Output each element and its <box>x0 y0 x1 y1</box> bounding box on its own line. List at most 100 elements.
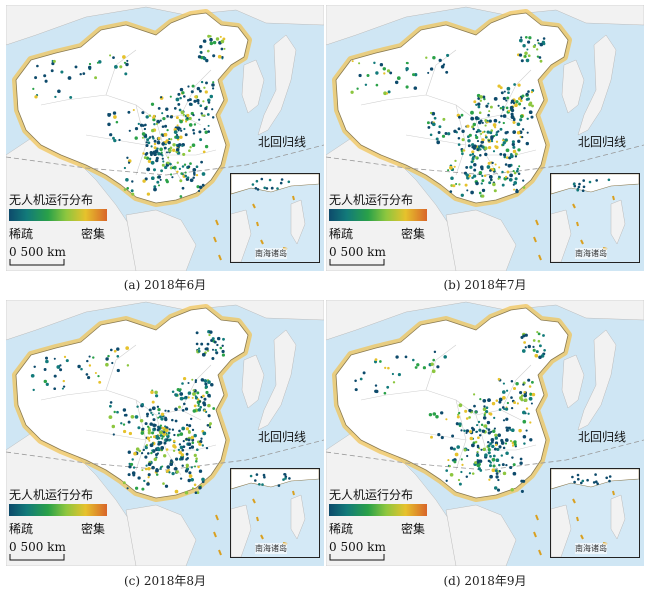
japan-islands <box>577 34 617 136</box>
inset-density-dot <box>596 482 599 485</box>
density-dot <box>202 394 205 398</box>
density-dot <box>465 417 469 420</box>
density-dot <box>509 173 513 178</box>
map-panel-a: 北回归线 无人机运行分布 稀疏 密集 0 500 km 南海诸岛 <box>6 5 324 271</box>
density-dot <box>200 378 205 382</box>
density-dot <box>510 406 514 410</box>
density-dot <box>141 487 145 491</box>
density-dot <box>537 339 541 343</box>
density-dot <box>473 168 477 172</box>
density-dot <box>150 451 153 455</box>
density-dot <box>443 355 447 359</box>
density-dot <box>472 127 475 131</box>
density-dot <box>485 406 489 409</box>
density-dot <box>142 448 145 452</box>
density-dot <box>433 350 437 354</box>
density-dot <box>153 185 157 189</box>
density-dot <box>514 155 518 158</box>
tropic-of-cancer-line <box>6 439 324 471</box>
density-dot <box>122 481 126 485</box>
density-dot <box>167 438 171 442</box>
density-dot <box>163 146 167 150</box>
density-dot <box>172 449 176 452</box>
inset-density-dot <box>607 178 611 182</box>
density-dot <box>98 380 102 384</box>
inset-density-dot <box>578 182 581 186</box>
density-dot <box>470 110 474 115</box>
density-dot <box>164 165 168 170</box>
density-dot <box>516 122 521 127</box>
density-dot <box>197 102 200 105</box>
density-dot <box>521 128 525 131</box>
density-dot <box>522 419 527 424</box>
density-dot <box>141 403 144 406</box>
inset-label: 南海诸岛 <box>575 248 607 259</box>
density-dot <box>524 35 528 39</box>
density-dot <box>202 56 207 61</box>
density-dot <box>206 113 210 116</box>
density-dot <box>179 388 182 391</box>
density-dot <box>189 145 192 149</box>
density-dot <box>134 136 138 140</box>
density-dot <box>516 167 520 171</box>
density-dot <box>122 423 126 426</box>
density-dot <box>358 73 362 78</box>
density-dot <box>525 407 529 410</box>
density-dot <box>458 183 461 186</box>
density-dot <box>489 105 493 109</box>
density-dot <box>53 387 57 391</box>
density-dot <box>509 428 512 431</box>
density-dot <box>137 426 141 430</box>
density-dot <box>147 428 152 433</box>
legend-low-label: 稀疏 <box>9 227 34 241</box>
density-dot <box>201 477 205 482</box>
density-dot <box>483 413 486 417</box>
density-dot <box>395 355 399 359</box>
indochina-land <box>125 209 197 271</box>
density-dot <box>432 358 436 362</box>
density-dot <box>196 185 200 189</box>
density-dot <box>458 411 461 415</box>
density-dot <box>165 469 169 473</box>
density-dot <box>200 51 203 54</box>
density-dot <box>499 446 502 449</box>
density-dot <box>449 165 453 170</box>
density-dot <box>483 424 488 428</box>
inset-label: 南海诸岛 <box>575 543 607 554</box>
density-dot <box>457 413 460 416</box>
density-dot <box>185 120 188 123</box>
density-dot <box>184 490 189 495</box>
density-dot <box>373 360 378 364</box>
density-dot <box>461 138 465 142</box>
density-dot <box>512 386 517 391</box>
density-dot <box>467 139 471 143</box>
density-dot <box>123 188 127 191</box>
inset-label: 南海诸岛 <box>255 543 287 554</box>
density-dot <box>472 441 476 445</box>
density-dot <box>498 397 503 402</box>
density-dot <box>502 96 507 101</box>
density-dot <box>207 393 211 398</box>
density-dot <box>477 102 481 106</box>
density-dot <box>96 61 99 64</box>
density-dot <box>112 136 115 140</box>
density-dot <box>144 467 148 471</box>
density-dot <box>441 64 445 68</box>
density-dot <box>203 409 206 412</box>
density-dot <box>387 366 390 370</box>
density-dot <box>484 119 488 122</box>
density-dot <box>105 362 109 367</box>
density-dot <box>374 358 378 361</box>
density-dot <box>515 188 518 192</box>
density-dot <box>497 433 501 437</box>
density-dot <box>457 143 461 146</box>
density-dot <box>505 463 508 467</box>
density-dot <box>113 410 116 414</box>
density-dot <box>185 423 189 427</box>
inset-density-dot <box>588 180 592 184</box>
density-dot <box>220 39 225 44</box>
density-dot <box>151 406 156 411</box>
density-dot <box>177 92 181 96</box>
density-dot <box>485 104 489 108</box>
density-dot <box>452 184 456 188</box>
